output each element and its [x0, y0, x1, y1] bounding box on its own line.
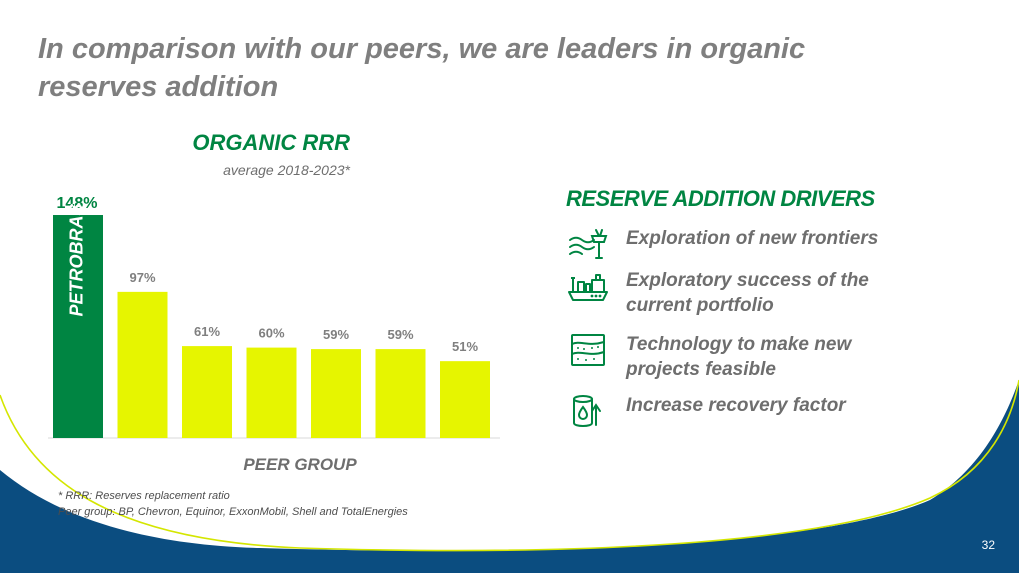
bar-peer: [440, 361, 490, 438]
driver-item: Exploration of new frontiers: [566, 226, 926, 262]
driver-label: Technology to make new projects feasible: [626, 334, 852, 380]
footnote-peer-group: Peer group: BP, Chevron, Equinor, ExxonM…: [58, 506, 408, 518]
driver-item: Exploratory success of the current portf…: [566, 268, 926, 318]
chart-title: ORGANIC RRR: [192, 130, 350, 155]
bar-value-label: 51%: [452, 339, 478, 354]
footnote-rrr: * RRR: Reserves replacement ratio: [58, 490, 230, 502]
fpso-platform-icon: [568, 274, 608, 301]
slide-title: In comparison with our peers, we are lea…: [38, 33, 806, 103]
driver-item: Technology to make new projects feasible: [566, 332, 926, 382]
driver-label: Increase recovery factor: [626, 395, 846, 416]
bar-peer: [246, 347, 297, 438]
footnotes: * RRR: Reserves replacement ratio Peer g…: [58, 488, 408, 520]
geology-layers-icon: [571, 334, 605, 366]
bar-petrobras: [53, 215, 103, 438]
bar-value-label: 59%: [387, 327, 413, 342]
driver-label: Exploratory success of the current portf…: [626, 270, 869, 316]
drivers-title: RESERVE ADDITION DRIVERS: [566, 186, 875, 211]
chart-x-axis-label: PEER GROUP: [243, 455, 357, 474]
bar-value-label: 148%: [57, 195, 98, 212]
bar-peer: [182, 346, 232, 438]
bar-value-label: 59%: [323, 327, 349, 342]
bar-category-label: PETROBRAS: [67, 204, 87, 317]
driver-item: Increase recovery factor: [566, 393, 926, 429]
bar-chart: 148%PETROBRAS 97% 61% 60% 59% 59% 51%: [48, 195, 500, 439]
offshore-exploration-icon: [569, 229, 608, 259]
bar-value-label: 97%: [129, 270, 155, 285]
bar-peer: [311, 349, 361, 438]
bar-peer: [375, 349, 426, 438]
bar-peer: [117, 291, 168, 438]
bar-value-label: 61%: [194, 324, 220, 339]
page-number: 32: [981, 538, 995, 552]
bar-value-label: 60%: [258, 326, 284, 341]
driver-label: Exploration of new frontiers: [626, 228, 879, 249]
chart-subtitle: average 2018-2023*: [223, 162, 350, 178]
oil-barrel-recovery-icon: [573, 395, 601, 427]
